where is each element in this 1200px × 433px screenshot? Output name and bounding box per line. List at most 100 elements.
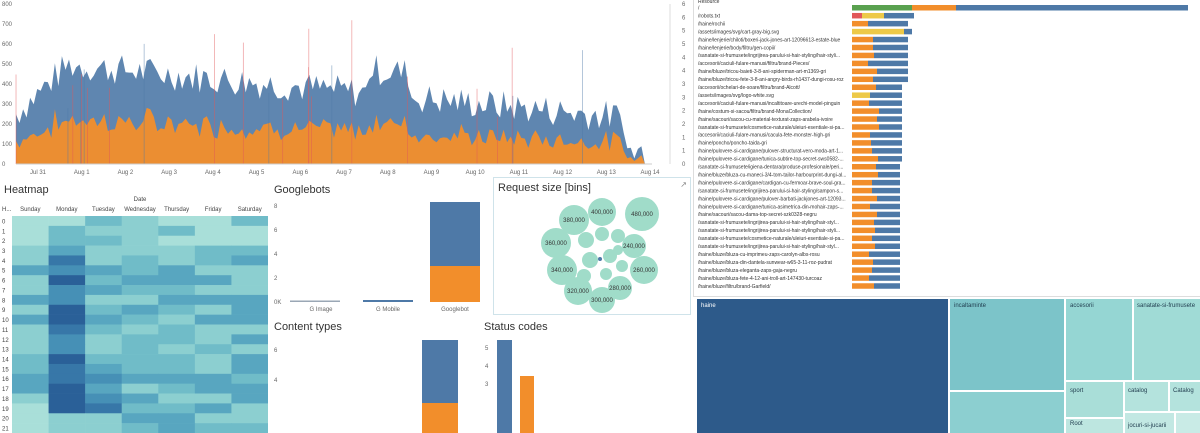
status-codes-title: Status codes xyxy=(484,321,548,333)
heatmap-cell xyxy=(194,216,232,227)
treemap-label: accesorii xyxy=(1070,303,1094,309)
heatmap-cell xyxy=(231,413,268,424)
url-bar-blue xyxy=(878,156,902,162)
url-bar-orange xyxy=(852,171,878,178)
url-bar-blue xyxy=(874,52,908,59)
url-bar-orange xyxy=(852,187,872,194)
heatmap-cell xyxy=(85,275,123,286)
heatmap-cell xyxy=(12,275,49,286)
heatmap-col-label: Friday xyxy=(205,207,222,213)
treemap-cell-root[interactable]: Root xyxy=(1066,419,1124,433)
y2-tick-label: 2 xyxy=(682,122,686,128)
bubble-small xyxy=(616,260,628,272)
heatmap-row-label: 14 xyxy=(2,357,9,363)
heatmap-cell xyxy=(12,344,49,355)
heatmap-cell xyxy=(194,373,232,384)
url-label: /haine/bluze/tricou-baieti-3-8-ani-spide… xyxy=(698,69,826,75)
treemap-cell-small[interactable] xyxy=(1176,413,1200,433)
ct-y-tick: 4 xyxy=(274,378,278,384)
url-label: /haine/lenjerie/chiloti/boxeri-jack-jone… xyxy=(698,37,841,43)
bubble-small xyxy=(595,227,609,241)
url-label: /haine/bluze/filtru/brand-Garfield/ xyxy=(698,284,771,290)
heatmap-cell xyxy=(231,235,268,246)
bubble-label: 480,000 xyxy=(631,212,653,218)
treemap-cell-accesorii[interactable]: accesorii xyxy=(1066,299,1133,381)
gb-y-tick: 6 xyxy=(274,228,278,234)
treemap-label: haine xyxy=(701,303,716,309)
heatmap-cell xyxy=(48,393,86,404)
url-bar-orange xyxy=(852,140,871,146)
treemap-cell-incaltaminte-sub[interactable] xyxy=(950,392,1065,433)
heatmap-cell xyxy=(194,334,232,345)
url-bar-orange xyxy=(852,108,879,114)
heatmap-cell xyxy=(85,403,123,414)
treemap-cell-jocuri[interactable]: jocuri-si-jucarii xyxy=(1125,413,1175,433)
url-bar-orange xyxy=(852,235,872,242)
heatmap-row-label: 21 xyxy=(2,427,9,433)
url-label: /haine/bluze/bluza-cu-imprimeu-zaps-caro… xyxy=(698,252,820,258)
heatmap-cell xyxy=(48,216,86,227)
heatmap-cell xyxy=(85,235,123,246)
y2-tick-label: 1 xyxy=(682,135,686,141)
url-bar-orange xyxy=(852,227,875,234)
url-bar-blue xyxy=(874,219,900,226)
heatmap-cell xyxy=(121,294,159,306)
bubble xyxy=(547,255,577,285)
gb-x-label: G Image xyxy=(309,307,333,313)
bubble xyxy=(589,287,615,313)
url-label: /sanatate-si-frumusete/ingrijirea-parulu… xyxy=(698,244,839,250)
treemap-cell-sanatate[interactable]: sanatate-si-frumusete xyxy=(1134,299,1200,381)
heatmap-cell xyxy=(48,265,86,276)
x-tick-label: Aug 11 xyxy=(510,170,529,176)
heatmap-cell xyxy=(121,334,159,345)
heatmap-cell xyxy=(231,216,268,227)
url-label: /sanatate-si-frumusete/igiena-dentara/pr… xyxy=(698,165,843,171)
treemap-cell-sport[interactable]: sport xyxy=(1066,382,1124,418)
heatmap-cell xyxy=(194,354,232,365)
heatmap-cell xyxy=(231,294,268,306)
url-bar-orange xyxy=(852,283,874,289)
googlebots-title: Googlebots xyxy=(274,184,331,196)
heatmap-cell xyxy=(121,245,159,256)
treemap-cell-incaltaminte[interactable]: incaltaminte xyxy=(950,299,1065,391)
heatmap-cell xyxy=(121,265,159,276)
ct-bar-orange xyxy=(422,403,458,433)
url-label: /assets/images/svg/cart-gray-big.svg xyxy=(698,29,779,35)
bubble-label: 300,000 xyxy=(591,298,613,304)
y-tick-label: 0 xyxy=(2,162,6,168)
heatmap-cell xyxy=(158,275,196,286)
bubble-small xyxy=(582,252,598,268)
timeline-panel: 0 100 200 300 400 500 600 700 800 0 1 1 2 2 3 3 4 4 5 5 6 6 Ju… xyxy=(0,0,690,178)
heatmap-cell xyxy=(85,294,123,306)
heatmap-cell xyxy=(48,294,86,306)
url-label: /robots.txt xyxy=(698,13,721,19)
heatmap-cell xyxy=(85,393,123,404)
url-bar-blue xyxy=(873,259,900,265)
heatmap-cell xyxy=(158,363,196,375)
url-bar-blue xyxy=(872,179,900,186)
treemap-cell-Catalog[interactable]: Catalog xyxy=(1170,382,1200,412)
gb-bar-googlebot-blue xyxy=(430,202,480,266)
bubble-label: 340,000 xyxy=(551,268,573,274)
gb-y-tick: 2 xyxy=(274,276,278,282)
heatmap-cell xyxy=(158,216,196,227)
treemap-cell-catalog[interactable]: catalog xyxy=(1125,382,1169,412)
heatmap-cell xyxy=(121,354,159,365)
url-bar-orange xyxy=(852,156,878,162)
heatmap-row-label: 0 xyxy=(2,219,6,225)
url-bar-blue xyxy=(873,76,908,83)
url-label: /haine/bluze/bluza-din-dantela-sunwear-w… xyxy=(698,260,832,266)
treemap-cell-haine[interactable]: haine xyxy=(697,299,949,433)
heatmap-cell xyxy=(85,344,123,355)
heatmap-cell xyxy=(158,294,196,306)
url-bar-orange xyxy=(852,195,877,202)
heatmap-cell xyxy=(48,235,86,246)
url-label: /haine/poncho/poncho-taida-gri xyxy=(698,141,767,147)
expand-icon[interactable]: ↗ xyxy=(680,180,687,189)
heatmap-cell xyxy=(48,314,86,325)
heatmap-cell xyxy=(194,275,232,286)
x-tick-label: Aug 1 xyxy=(74,170,90,176)
heatmap-cell xyxy=(12,413,49,424)
heatmap-cell xyxy=(231,265,268,276)
heatmap-cell xyxy=(158,403,196,414)
